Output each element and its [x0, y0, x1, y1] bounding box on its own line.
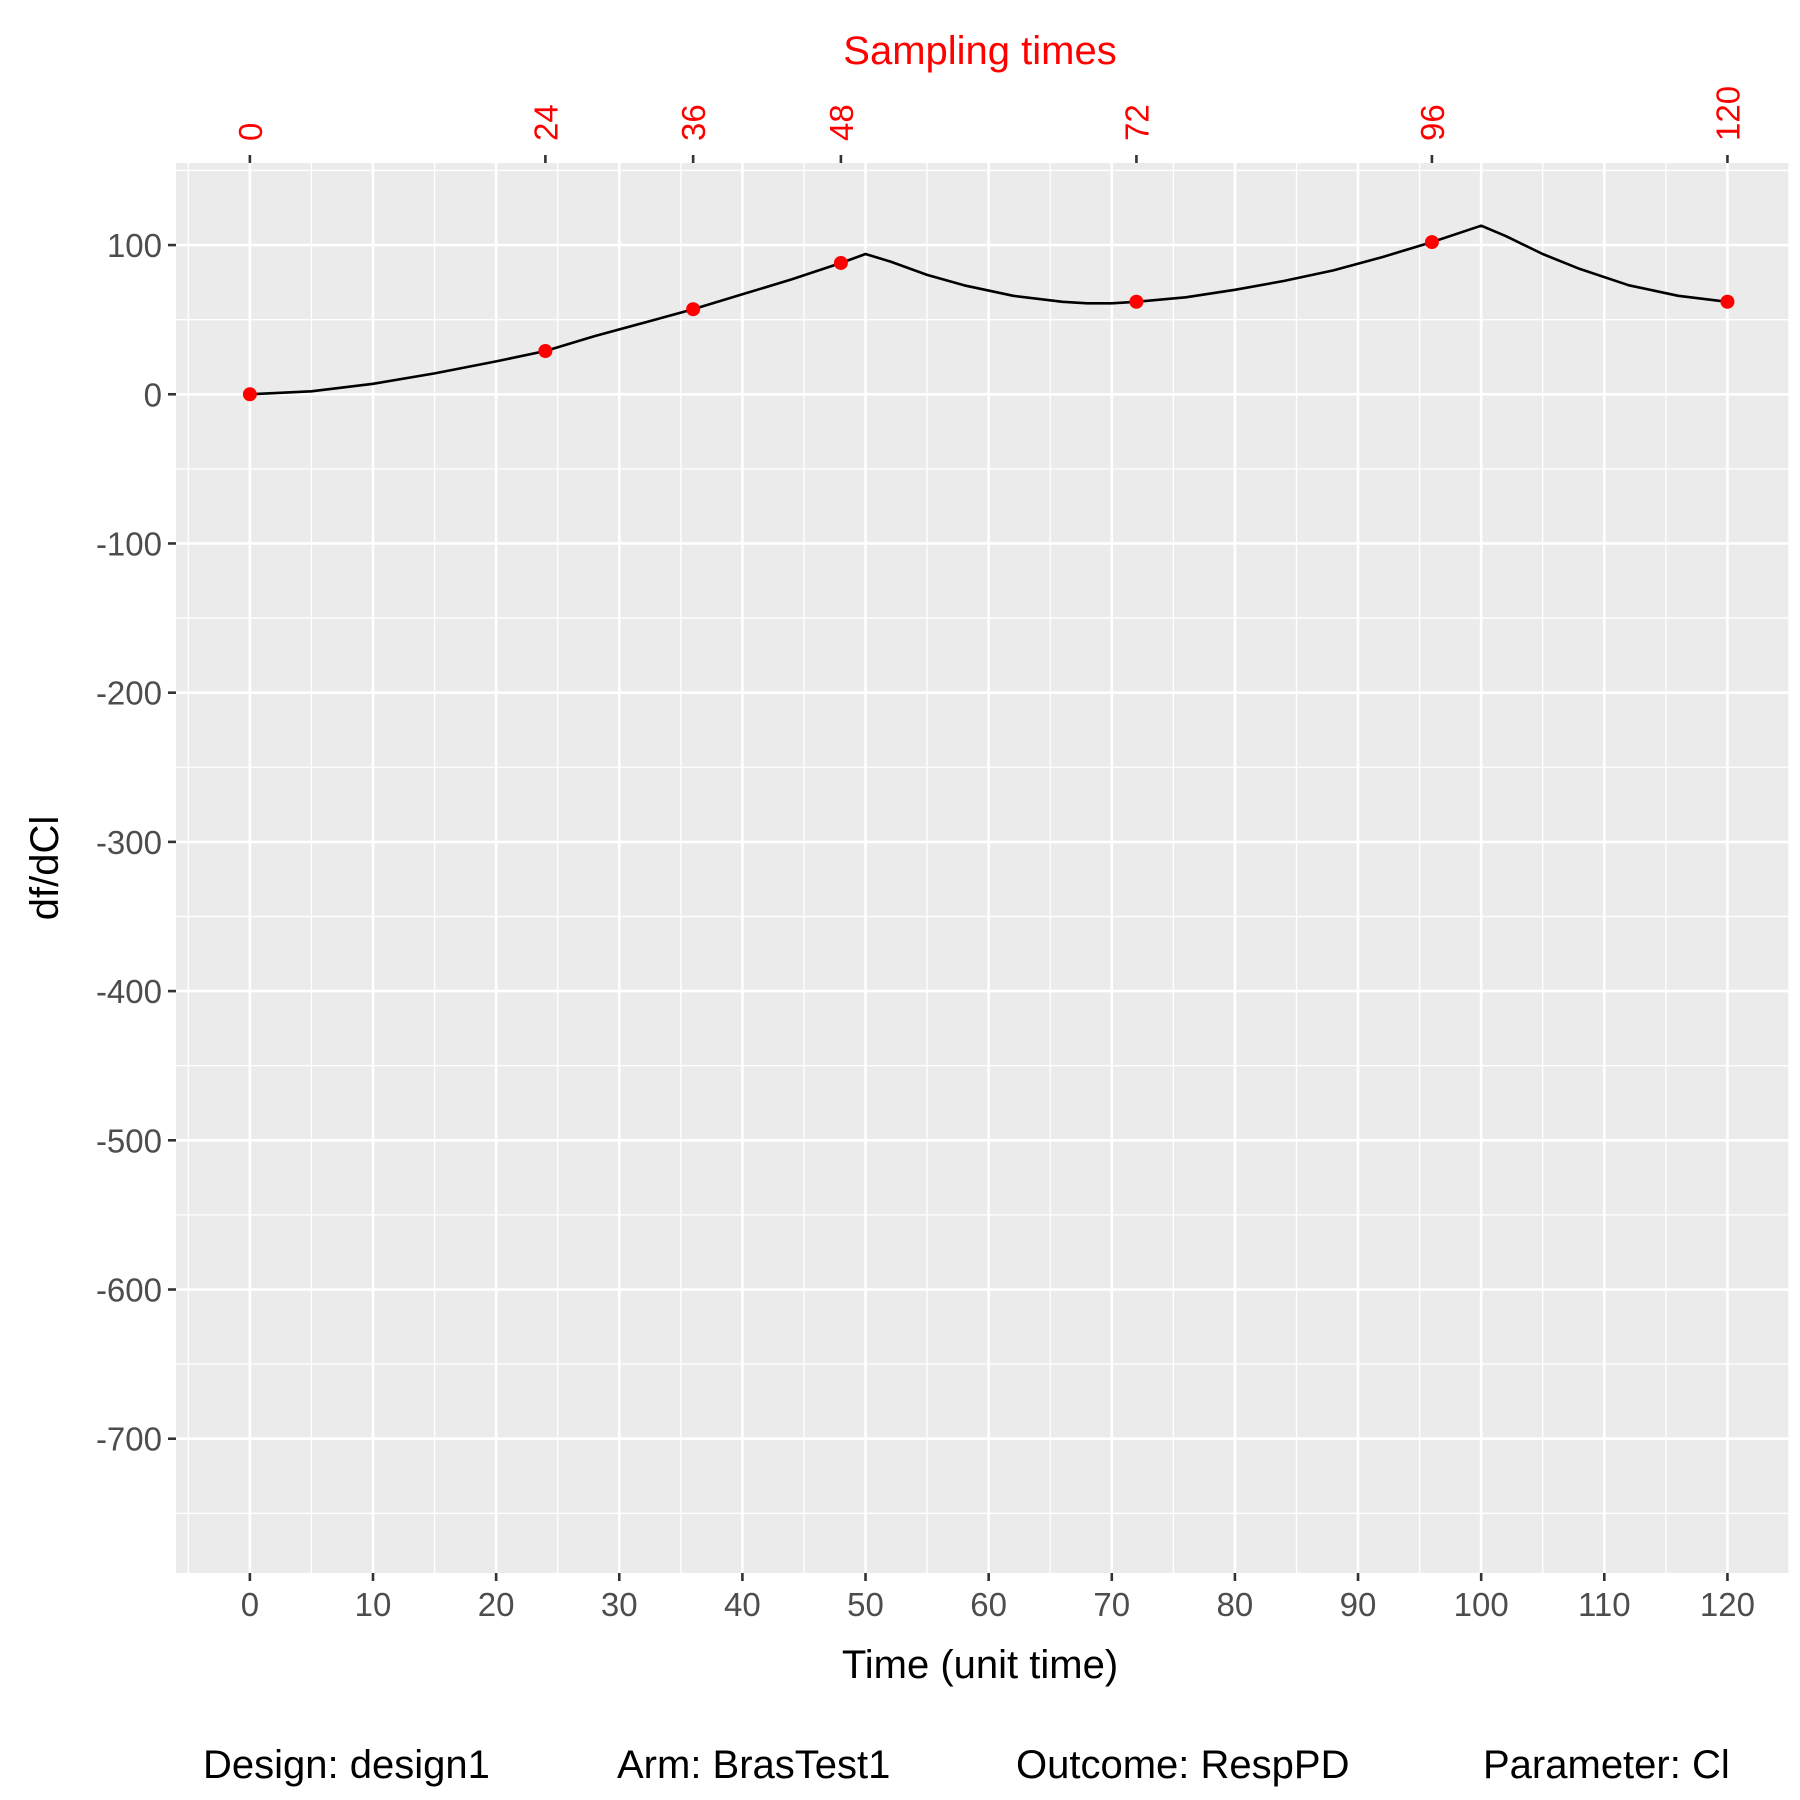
- x-tick-label: 120: [1700, 1586, 1755, 1623]
- x-tick-label: 70: [1093, 1586, 1130, 1623]
- y-tick-label: -300: [96, 824, 162, 861]
- x-tick-label: 110: [1578, 1586, 1631, 1623]
- sampling-time-label: 72: [1118, 104, 1155, 141]
- sampling-time-label: 120: [1709, 86, 1746, 141]
- sampling-axis-title: Sampling times: [843, 29, 1116, 73]
- x-tick-label: 40: [724, 1586, 761, 1623]
- sampling-point: [1720, 294, 1735, 309]
- sampling-time-label: 48: [823, 104, 860, 141]
- caption-outcome: Outcome: RespPD: [1016, 1743, 1349, 1787]
- y-tick-label: 100: [107, 227, 162, 264]
- y-tick-label: 0: [144, 376, 162, 413]
- x-tick-label: 30: [601, 1586, 638, 1623]
- sampling-point: [1424, 235, 1439, 250]
- y-tick-label: -500: [96, 1122, 162, 1159]
- major-gridlines: [176, 163, 1789, 1573]
- caption-parameter: Parameter: Cl: [1483, 1743, 1730, 1787]
- y-tick-label: -600: [96, 1272, 162, 1309]
- sampling-point: [538, 344, 553, 358]
- y-axis-title: df/dCl: [23, 816, 67, 921]
- x-tick-labels: 0 10 20 30 40 50 60 70 80 90 100 110 120: [241, 1586, 1755, 1623]
- sampling-point: [1129, 294, 1144, 309]
- y-tick-label: -700: [96, 1421, 162, 1458]
- series-line: [249, 224, 1728, 396]
- x-tick-label: 100: [1454, 1586, 1509, 1623]
- caption-arm: Arm: BrasTest1: [617, 1743, 890, 1787]
- x-tick-label: 10: [355, 1586, 392, 1623]
- sampling-point: [686, 302, 701, 317]
- sampling-point: [833, 255, 848, 270]
- x-tick-label: 20: [478, 1586, 515, 1623]
- y-tick-label: -200: [96, 675, 162, 712]
- x-tick-label: 80: [1217, 1586, 1254, 1623]
- series-layer: [242, 224, 1735, 402]
- x-axis-title: Time (unit time): [842, 1643, 1118, 1687]
- y-tick-label: -400: [96, 973, 162, 1010]
- minor-gridlines: [176, 163, 1790, 1573]
- x-tick-label: 0: [241, 1586, 259, 1623]
- y-tick-labels: 100 0 -100 -200 -300 -400 -500 -600 -700: [96, 227, 162, 1458]
- x-tick-label: 90: [1340, 1586, 1377, 1623]
- sampling-time-label: 0: [232, 123, 269, 141]
- y-tick-label: -100: [96, 525, 162, 562]
- plot-panel: [176, 163, 1789, 1573]
- sampling-time-labels: 0 24 36 48 72 96 120: [232, 86, 1747, 141]
- x-tick-label: 60: [970, 1586, 1007, 1623]
- x-tick-label: 50: [847, 1586, 884, 1623]
- axis-ticks: [168, 155, 1729, 1581]
- sampling-time-label: 96: [1414, 104, 1451, 141]
- sampling-point: [242, 387, 257, 402]
- sampling-time-label: 36: [675, 104, 712, 141]
- caption-design: Design: design1: [203, 1743, 490, 1787]
- sampling-time-label: 24: [527, 104, 564, 141]
